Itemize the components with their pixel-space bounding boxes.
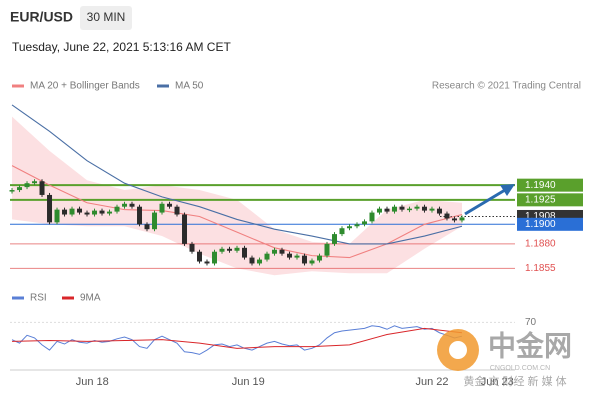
candle — [114, 206, 120, 212]
watermark-slogan: 黄金 文 财经 新 媒 体 — [463, 374, 566, 388]
level-label-bg — [517, 217, 583, 231]
legend-label: MA 50 — [175, 81, 204, 92]
candle — [137, 206, 143, 225]
timeframe-label[interactable]: 30 MIN — [87, 10, 126, 24]
candle — [339, 228, 345, 235]
candle — [129, 203, 135, 207]
level-label: 1.1940 — [525, 180, 556, 191]
timeframe-button[interactable] — [80, 6, 132, 30]
candle — [361, 221, 367, 225]
level-label: 1.1908 — [525, 211, 556, 222]
x-tick-label: Jun 18 — [76, 376, 109, 388]
candle — [436, 208, 442, 214]
candle — [279, 249, 285, 254]
candle — [144, 224, 150, 230]
candle — [77, 208, 83, 213]
candle — [384, 208, 390, 212]
watermark: 中金网 CNGOLD.COM.CN 黄金 文 财经 新 媒 体 — [437, 329, 572, 388]
candle — [227, 248, 233, 251]
legend-label: 9MA — [80, 293, 101, 304]
candle — [182, 214, 188, 244]
candle — [159, 203, 165, 213]
candle — [242, 247, 248, 258]
candle — [152, 212, 158, 230]
candle — [234, 247, 240, 251]
candle — [421, 206, 427, 211]
level-label: 1.1925 — [525, 194, 556, 205]
candle — [324, 243, 330, 256]
candle — [107, 211, 113, 214]
x-tick-label: Jun 23 — [481, 376, 514, 388]
forecast-arrowhead — [500, 184, 515, 196]
candle — [54, 209, 60, 223]
candle — [84, 212, 90, 215]
legend-label: RSI — [30, 293, 47, 304]
candle — [391, 206, 397, 212]
candle — [167, 203, 173, 207]
forecast-arrow — [464, 188, 506, 216]
candle — [204, 261, 210, 264]
candle — [24, 183, 30, 188]
candle — [369, 212, 375, 222]
candle — [309, 260, 315, 264]
candle — [212, 251, 218, 264]
candle — [122, 203, 128, 207]
watermark-logo: 中金网 — [488, 329, 572, 361]
candle — [47, 194, 53, 223]
candle — [301, 255, 307, 264]
level-label: 1.1900 — [525, 219, 556, 230]
candle — [444, 213, 450, 219]
candle — [99, 210, 105, 214]
candle — [174, 206, 180, 215]
candle — [9, 190, 15, 192]
candle — [406, 208, 412, 211]
candle — [346, 226, 352, 229]
level-label-bg — [517, 178, 583, 192]
x-tick-label: Jun 19 — [232, 376, 265, 388]
subtitle: Tuesday, June 22, 2021 5:13:16 AM CET — [12, 40, 231, 54]
candle — [32, 181, 38, 184]
watermark-logo-icon — [449, 341, 467, 359]
candle — [271, 249, 277, 254]
candle — [399, 206, 405, 210]
chart-title: EUR/USD — [10, 9, 73, 25]
candle — [429, 208, 435, 211]
candle — [316, 255, 322, 261]
candle — [286, 253, 292, 258]
credit: Research © 2021 Trading Central — [432, 81, 581, 92]
moving-average — [11, 104, 463, 245]
candle — [294, 255, 300, 258]
candle — [257, 259, 263, 264]
legend-label: MA 20 + Bollinger Bands — [30, 81, 140, 92]
candle — [376, 208, 382, 213]
candle — [264, 253, 270, 260]
candle — [39, 181, 45, 195]
level-label: 1.1855 — [525, 263, 556, 274]
candle — [249, 257, 255, 264]
candle — [459, 217, 465, 221]
candle — [451, 218, 457, 221]
candle — [354, 224, 360, 227]
rsi-line — [11, 325, 463, 355]
candle — [331, 234, 337, 244]
candle — [69, 208, 75, 215]
candle — [197, 251, 203, 262]
watermark-site: CNGOLD.COM.CN — [490, 365, 550, 372]
rsi-tick-label: 70 — [525, 317, 537, 328]
level-label-bg — [517, 193, 583, 207]
x-tick-label: Jun 22 — [415, 376, 448, 388]
candle — [62, 209, 68, 215]
candle — [92, 210, 98, 215]
candle — [189, 243, 195, 252]
candle — [219, 248, 225, 252]
level-label: 1.1880 — [525, 239, 556, 250]
candle — [414, 206, 420, 209]
candle — [17, 187, 23, 191]
rsi-line — [12, 327, 463, 349]
